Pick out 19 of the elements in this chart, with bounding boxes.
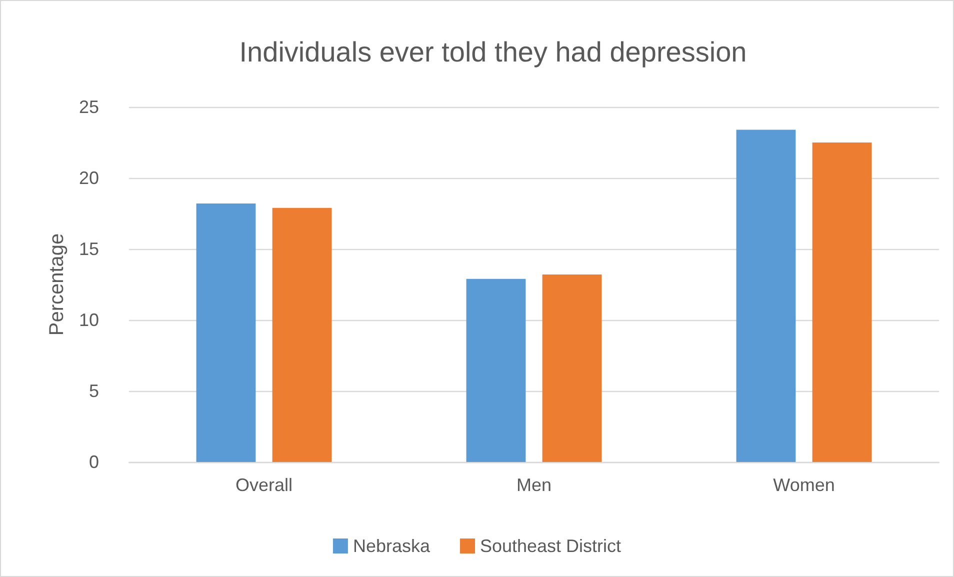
y-tick-label: 15 (78, 239, 99, 259)
bar (542, 274, 602, 462)
x-tick-label: Overall (235, 475, 293, 495)
x-tick-label: Women (773, 475, 835, 495)
y-tick-label: 5 (88, 381, 99, 401)
y-tick-label: 25 (78, 97, 99, 117)
chart-title: Individuals ever told they had depression (239, 36, 747, 68)
y-tick-label: 10 (78, 310, 99, 330)
legend-label: Southeast District (480, 536, 622, 556)
y-axis-title: Percentage (46, 233, 68, 336)
bar (272, 208, 332, 462)
bar (812, 142, 872, 462)
bar (196, 204, 256, 462)
y-tick-label: 0 (88, 452, 99, 472)
x-tick-label: Men (516, 475, 552, 495)
legend-label: Nebraska (352, 536, 431, 556)
bar (466, 278, 526, 462)
bar (736, 130, 796, 462)
y-tick-label: 20 (78, 168, 99, 188)
